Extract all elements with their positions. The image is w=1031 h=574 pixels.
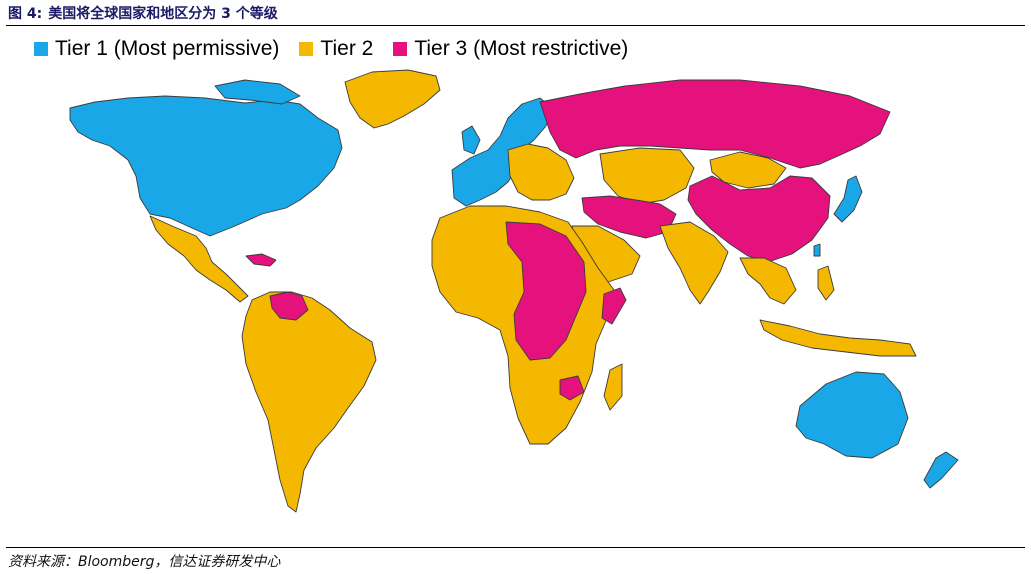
source-note: 资料来源：Bloomberg，信达证券研发中心 (8, 554, 281, 570)
figure-title-text: 美国将全球国家和地区分为 3 个等级 (48, 6, 278, 22)
region-north-america (69, 95, 343, 237)
region-greenland (344, 69, 441, 129)
legend-item-tier1: Tier 1 (Most permissive) (34, 37, 279, 61)
region-indonesia (759, 319, 917, 357)
region-western-europe (451, 97, 553, 207)
bottom-rule (6, 547, 1025, 548)
region-libya-sudan-central-africa (505, 221, 587, 361)
legend: Tier 1 (Most permissive) Tier 2 Tier 3 (… (34, 37, 648, 61)
top-rule (6, 25, 1025, 26)
region-japan (833, 175, 863, 223)
tier2-swatch (299, 42, 314, 56)
region-madagascar (603, 363, 623, 411)
region-eastern-europe (507, 143, 575, 201)
region-south-america (241, 291, 377, 513)
legend-label-tier3: Tier 3 (Most restrictive) (414, 37, 629, 60)
region-southeast-asia (739, 257, 797, 305)
region-new-zealand (923, 451, 959, 489)
region-uk (461, 125, 481, 155)
legend-label-tier1: Tier 1 (Most permissive) (55, 37, 280, 60)
region-india (659, 221, 729, 305)
region-cuba (245, 253, 277, 267)
region-canada-islands (214, 79, 301, 105)
tier1-swatch (34, 42, 48, 56)
region-mexico-central-america (149, 215, 249, 303)
figure-title: 图 4: 美国将全球国家和地区分为 3 个等级 (8, 3, 278, 23)
figure-number: 图 4: (8, 6, 43, 22)
region-russia (539, 79, 891, 169)
region-mongolia (709, 151, 787, 189)
region-zimbabwe (559, 375, 585, 401)
region-australia (795, 371, 909, 459)
region-taiwan (813, 243, 821, 257)
region-somalia (601, 287, 627, 325)
tier3-swatch (393, 42, 408, 56)
region-central-asia (599, 147, 695, 205)
region-venezuela (269, 291, 309, 321)
legend-item-tier3: Tier 3 (Most restrictive) (393, 37, 628, 61)
region-china (687, 175, 831, 263)
world-map (69, 69, 959, 513)
region-philippines (817, 265, 835, 301)
legend-item-tier2: Tier 2 (299, 37, 373, 61)
legend-label-tier2: Tier 2 (320, 37, 374, 60)
